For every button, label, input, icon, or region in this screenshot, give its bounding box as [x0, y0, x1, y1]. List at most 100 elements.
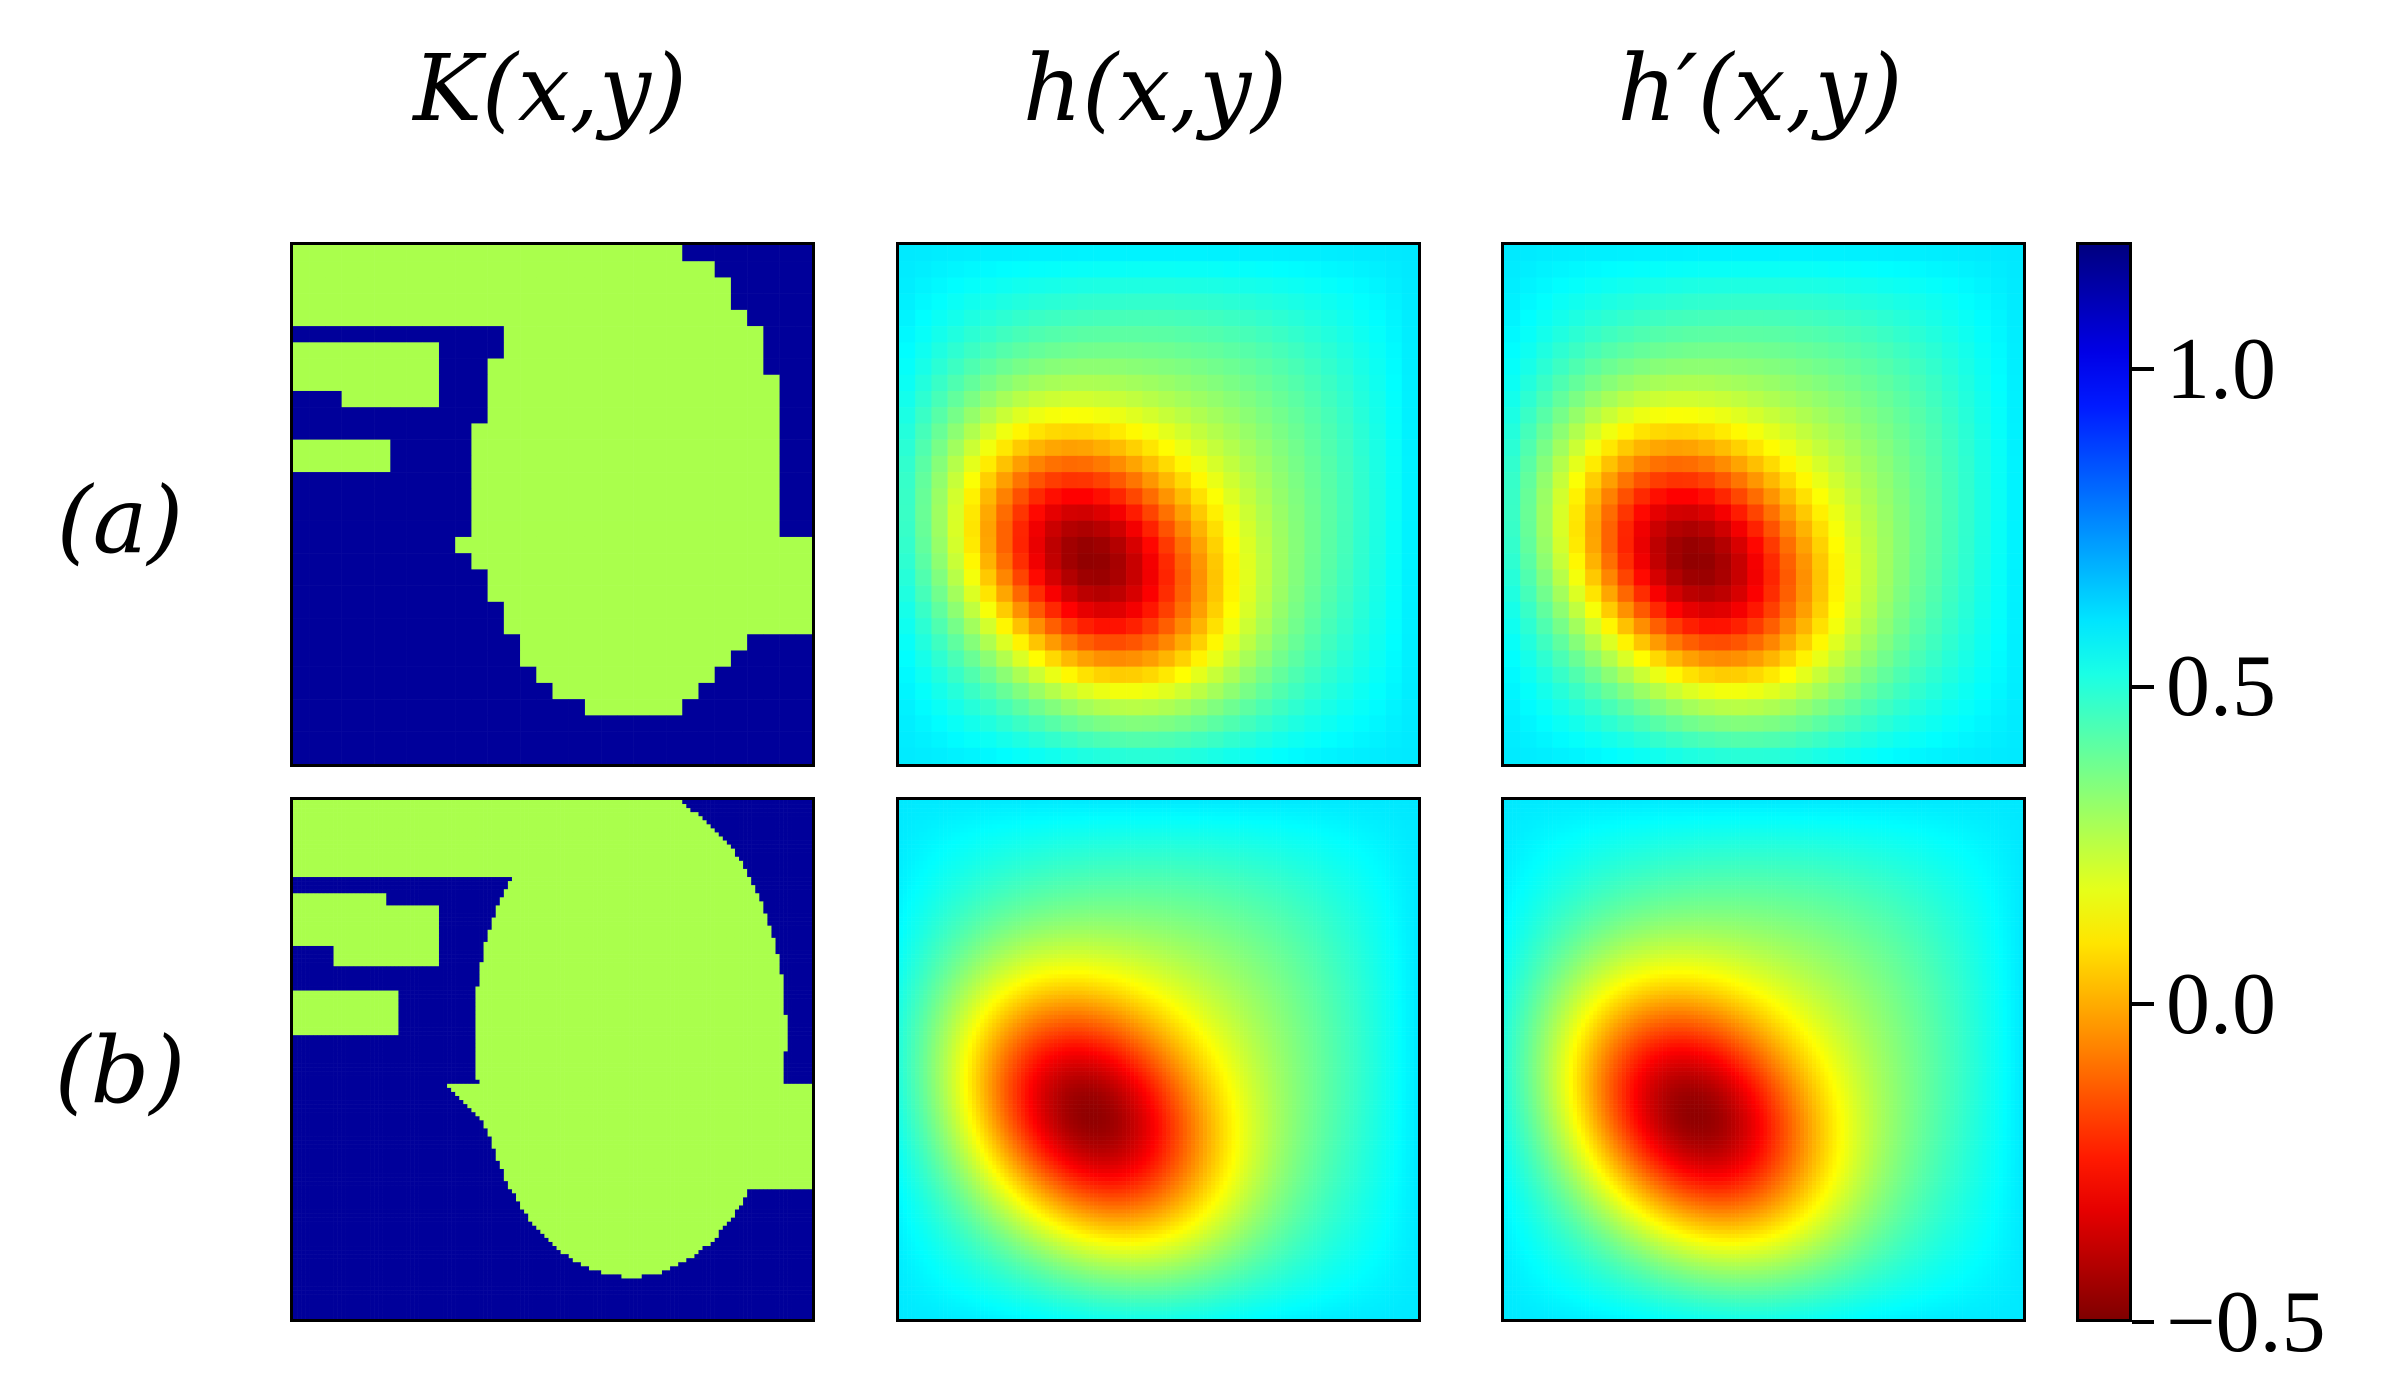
heatmap-cell [1385, 650, 1403, 667]
heatmap-cell [807, 852, 812, 858]
heatmap-cell [1990, 601, 2008, 619]
heatmap-cell [641, 824, 647, 829]
heatmap-cell [1909, 650, 1926, 667]
heatmap-cell [1779, 520, 1797, 538]
heatmap-cell [479, 824, 484, 829]
heatmap-cell [682, 836, 687, 841]
heatmap-cell [374, 747, 391, 764]
heatmap-cell [617, 852, 622, 858]
heatmap-cell [414, 848, 419, 853]
heatmap-cell [629, 804, 634, 809]
heatmap-cell [370, 828, 375, 833]
heatmap-cell [309, 844, 314, 849]
heatmap-cell [1520, 261, 1537, 278]
heatmap-cell [1288, 569, 1305, 586]
heatmap-cell [382, 852, 387, 858]
heatmap-cell [649, 326, 667, 343]
heatmap-cell [325, 585, 342, 603]
heatmap-cell [637, 812, 642, 817]
heatmap-cell [1812, 390, 1829, 408]
heatmap-cell [1207, 293, 1224, 311]
heatmap-cell [471, 423, 488, 440]
heatmap-cell [779, 504, 797, 521]
heatmap-cell [390, 309, 407, 327]
heatmap-cell [1207, 585, 1224, 603]
heatmap-cell [1698, 585, 1716, 603]
heatmap-cell [471, 840, 476, 845]
heatmap-cell [1272, 358, 1289, 376]
heatmap-cell [321, 808, 326, 813]
heatmap-cell [734, 824, 740, 829]
heatmap-cell [410, 840, 415, 845]
heatmap-cell [341, 504, 359, 521]
heatmap-cell [682, 455, 699, 473]
heatmap-cell [698, 844, 703, 849]
heatmap-cell [730, 820, 736, 825]
heatmap-cell [1126, 504, 1143, 521]
heatmap-cell [1974, 682, 1991, 700]
heatmap-cell [584, 585, 602, 603]
heatmap-cell [503, 569, 521, 586]
heatmap-cell [451, 800, 456, 805]
heatmap-cell [1012, 488, 1030, 505]
heatmap-cell [1552, 553, 1570, 570]
heatmap-cell [1552, 569, 1570, 586]
heatmap-cell [1272, 309, 1289, 327]
heatmap-cell [422, 358, 440, 376]
heatmap-cell [1941, 682, 1959, 700]
heatmap-cell [1272, 245, 1289, 262]
heatmap-cell [1877, 650, 1894, 667]
heatmap-cell [1207, 358, 1224, 376]
heatmap-cell [1174, 682, 1192, 700]
heatmap-cell [584, 824, 590, 829]
heatmap-cell [410, 824, 415, 829]
heatmap-cell [584, 277, 602, 294]
heatmap-cell [516, 832, 521, 837]
heatmap-cell [479, 836, 484, 841]
heatmap-cell [899, 390, 916, 408]
heatmap-cell [1012, 504, 1030, 521]
heatmap-cell [1779, 536, 1797, 554]
heatmap-cell [730, 836, 736, 841]
heatmap-cell [434, 852, 440, 858]
heatmap-cell [682, 820, 687, 825]
heatmap-cell [1649, 407, 1667, 424]
heatmap-cell [309, 666, 326, 684]
heatmap-cell [682, 618, 699, 635]
heatmap-cell [1504, 326, 1521, 343]
heatmap-cell [337, 820, 342, 825]
heatmap-cell [1974, 439, 1991, 457]
heatmap-cell [795, 261, 812, 278]
heatmap-cell [617, 618, 634, 635]
heatmap-cell [434, 836, 440, 841]
heatmap-cell [406, 747, 424, 764]
heatmap-cell [1044, 374, 1062, 392]
heatmap-cell [325, 682, 342, 700]
heatmap-cell [722, 804, 728, 809]
heatmap-cell [406, 836, 411, 841]
heatmap-cell [1779, 634, 1797, 651]
heatmap-cell [722, 816, 728, 821]
heatmap-cell [1666, 245, 1683, 262]
heatmap-cell [438, 824, 444, 829]
heatmap-cell [617, 820, 622, 825]
heatmap-cell [1239, 277, 1257, 294]
heatmap-cell [438, 848, 444, 853]
heatmap-cell [491, 824, 496, 829]
heatmap-cell [678, 840, 683, 845]
heatmap-cell [1126, 455, 1143, 473]
heatmap-cell [301, 852, 306, 858]
heatmap-cell [613, 828, 618, 833]
heatmap-cell [1990, 390, 2008, 408]
heatmap-cell [706, 844, 711, 849]
heatmap-cell [1077, 731, 1094, 749]
heatmap-cell [763, 634, 780, 651]
heatmap-cell [601, 852, 606, 858]
heatmap-cell [1304, 309, 1321, 327]
heatmap-cell [576, 804, 582, 809]
heatmap-cell [963, 666, 981, 684]
heatmap-cell [1142, 423, 1159, 440]
heatmap-cell [552, 682, 569, 700]
heatmap-cell [1893, 569, 1910, 586]
heatmap-cell [1239, 488, 1257, 505]
